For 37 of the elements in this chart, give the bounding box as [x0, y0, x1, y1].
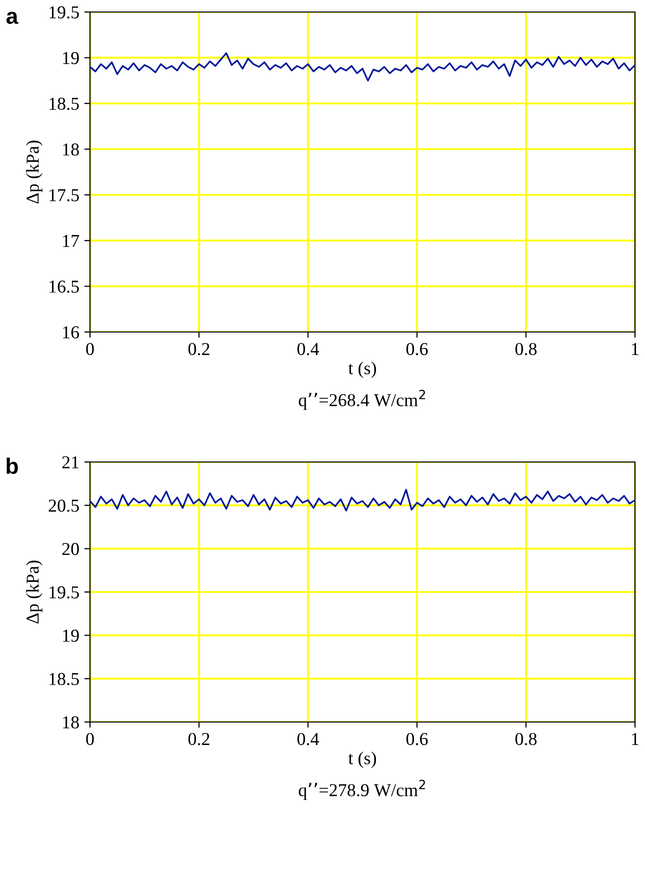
- y-tick-label: 18.5: [50, 672, 79, 686]
- x-tick-label: 0.6: [406, 342, 428, 356]
- y-tick-label: 20.5: [48, 500, 79, 512]
- text: q’’=278.9 W/cm$^{2}$: [298, 780, 426, 800]
- text: b: [6, 458, 18, 474]
- x-tick-label: 0: [86, 342, 94, 356]
- text: q’’=268.4 W/cm$^{2}$: [298, 390, 426, 410]
- y-tick-label: 19.5: [50, 586, 79, 599]
- x-tick-label: 0.6: [406, 732, 428, 746]
- y-tick-label: 18: [63, 716, 79, 728]
- y-axis-title: Δp (kPa): [26, 560, 42, 624]
- y-axis-title: Δp (kPa): [26, 140, 42, 204]
- y-tick-label: 17: [63, 234, 80, 247]
- y-tick-label: 19: [63, 52, 79, 64]
- x-tick-label: 1: [632, 733, 638, 745]
- y-tick-label: 18.5: [50, 98, 79, 110]
- x-tick-label: 0.2: [188, 732, 210, 746]
- y-tick-label: 16: [63, 326, 80, 338]
- x-tick-label: 1: [632, 343, 638, 355]
- x-tick-label: 0.8: [515, 342, 537, 356]
- y-tick-label: 21: [62, 456, 78, 468]
- y-tick-label: 19: [63, 630, 79, 642]
- x-tick-label: 0.8: [515, 732, 537, 746]
- y-tick-label: 18: [63, 143, 79, 156]
- line-series: [90, 52, 635, 82]
- x-tick-label: 0: [86, 732, 94, 746]
- x-axis-title: t (s): [348, 752, 376, 768]
- line-series: [90, 488, 635, 512]
- x-tick-label: 0.2: [188, 342, 210, 356]
- x-tick-label: 0.4: [297, 732, 320, 746]
- x-axis-title: t (s): [348, 362, 376, 378]
- y-tick-label: 17.5: [50, 189, 79, 202]
- y-tick-label: 19.5: [50, 6, 79, 19]
- x-tick-label: 0.4: [297, 342, 320, 356]
- text: a: [6, 12, 18, 24]
- y-tick-label: 20: [62, 542, 79, 556]
- y-tick-label: 16.5: [50, 280, 79, 293]
